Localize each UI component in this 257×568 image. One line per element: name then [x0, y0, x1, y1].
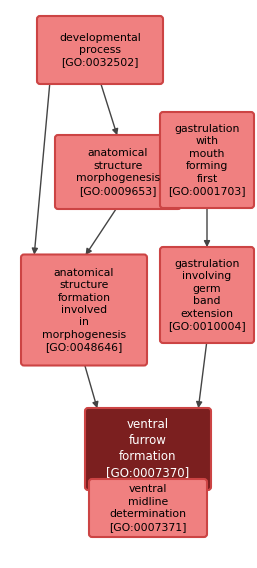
FancyBboxPatch shape	[85, 408, 211, 490]
Text: anatomical
structure
formation
involved
in
morphogenesis
[GO:0048646]: anatomical structure formation involved …	[42, 268, 126, 352]
Text: gastrulation
involving
germ
band
extension
[GO:0010004]: gastrulation involving germ band extensi…	[168, 259, 246, 331]
FancyBboxPatch shape	[160, 247, 254, 343]
FancyBboxPatch shape	[21, 254, 147, 365]
Text: ventral
furrow
formation
[GO:0007370]: ventral furrow formation [GO:0007370]	[106, 419, 190, 479]
FancyBboxPatch shape	[55, 135, 181, 209]
Text: developmental
process
[GO:0032502]: developmental process [GO:0032502]	[59, 32, 141, 68]
Text: anatomical
structure
morphogenesis
[GO:0009653]: anatomical structure morphogenesis [GO:0…	[76, 148, 160, 195]
FancyBboxPatch shape	[89, 479, 207, 537]
Text: ventral
midline
determination
[GO:0007371]: ventral midline determination [GO:000737…	[109, 485, 187, 532]
FancyBboxPatch shape	[37, 16, 163, 84]
FancyBboxPatch shape	[160, 112, 254, 208]
Text: gastrulation
with
mouth
forming
first
[GO:0001703]: gastrulation with mouth forming first [G…	[168, 124, 246, 196]
